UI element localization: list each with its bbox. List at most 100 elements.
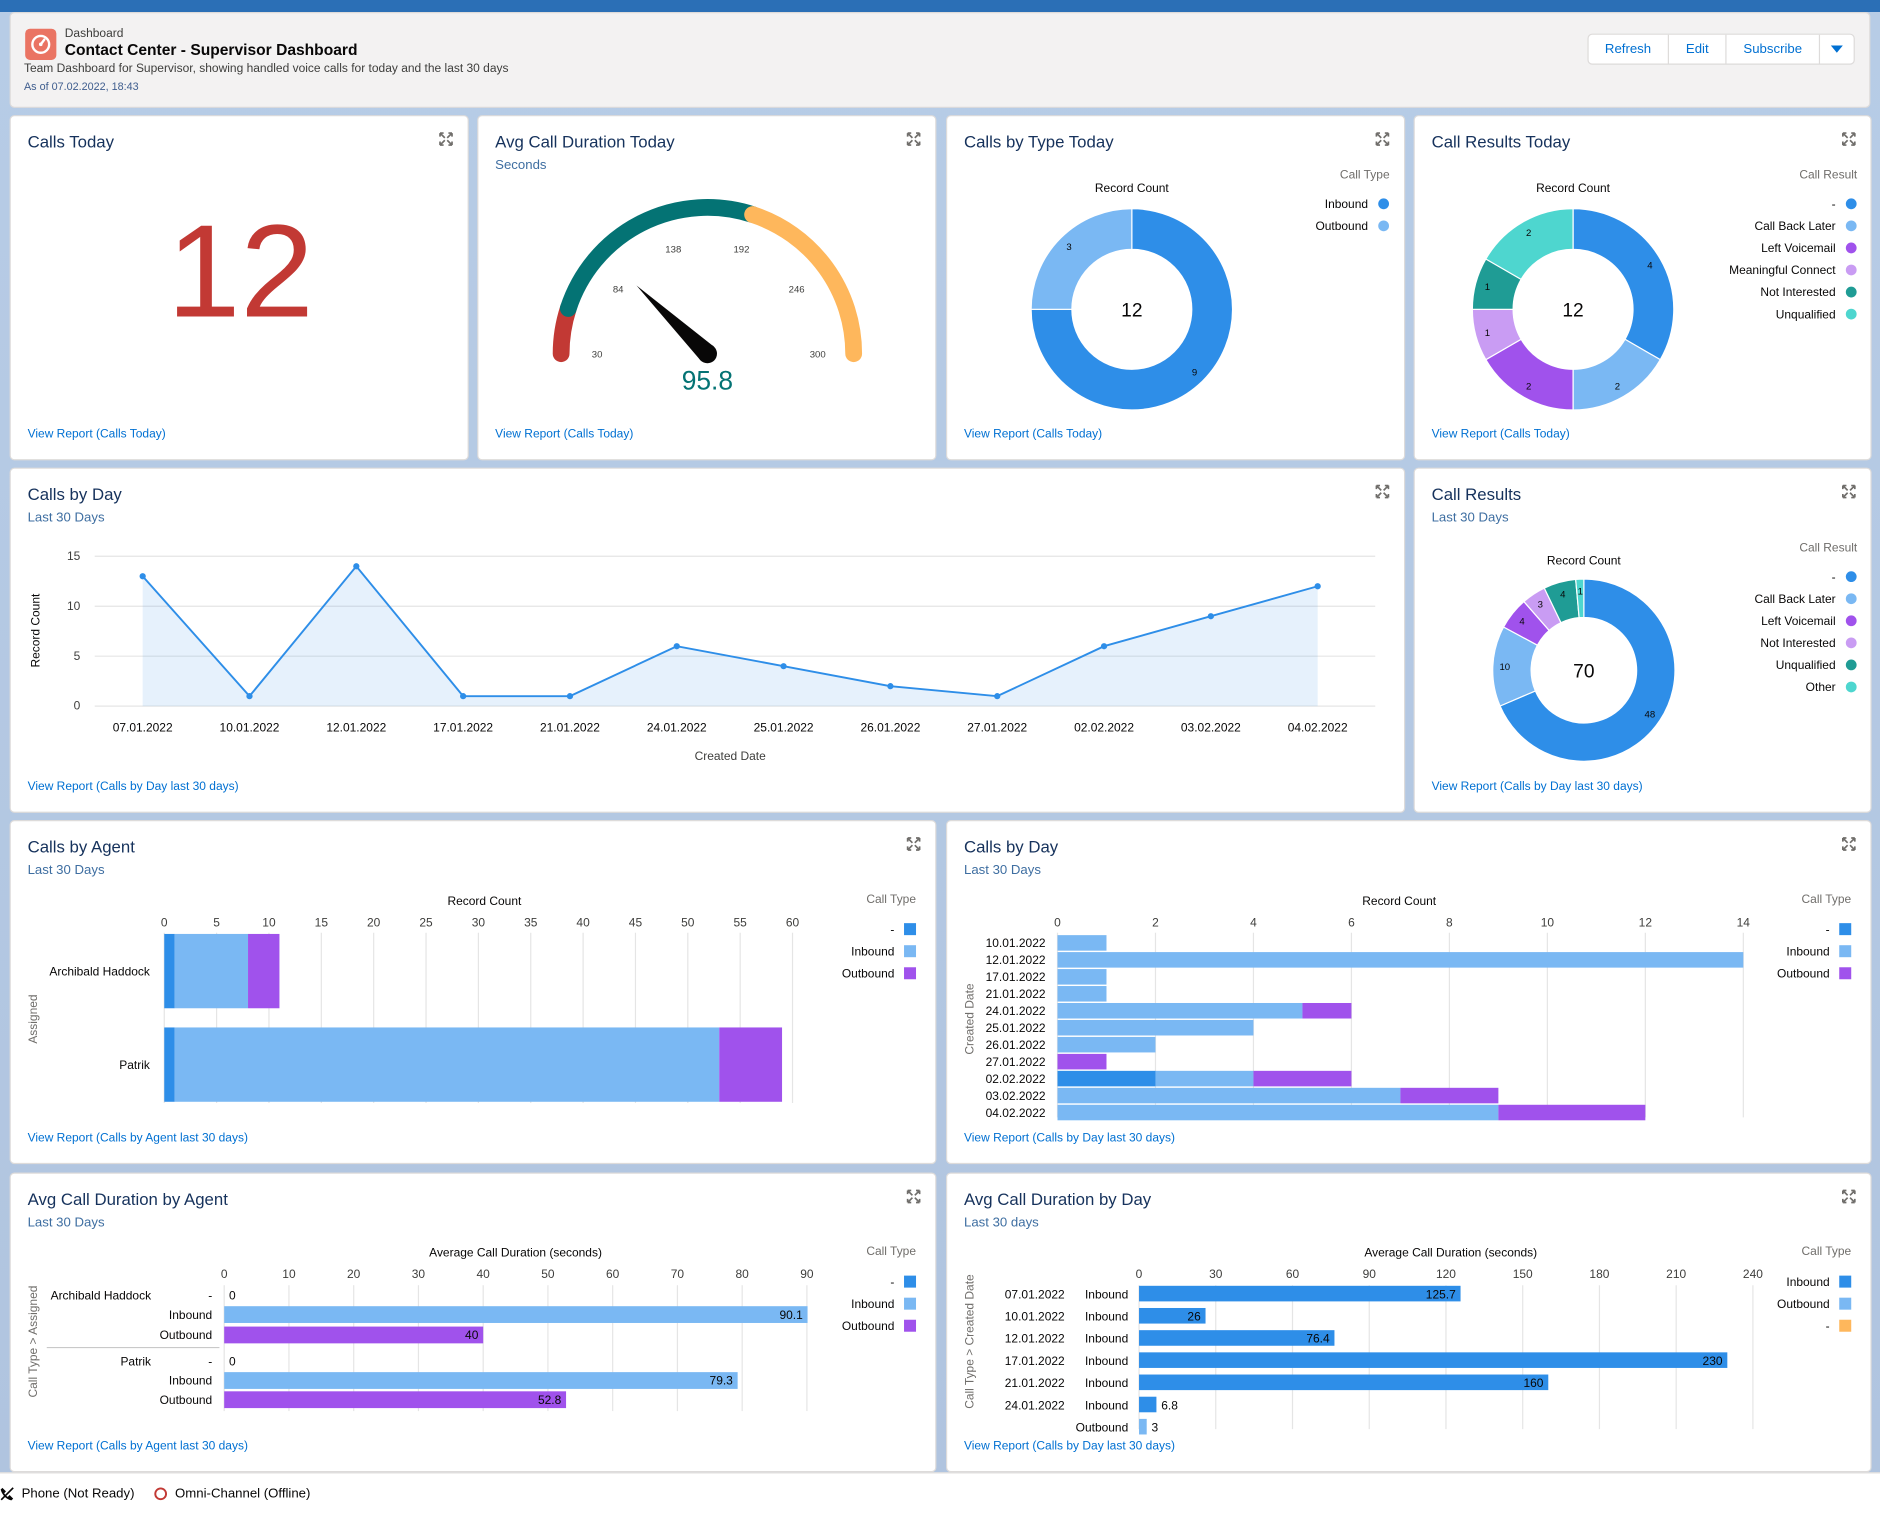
expand-icon[interactable] bbox=[1841, 837, 1856, 851]
legend-title: Call Type bbox=[1802, 892, 1852, 906]
legend-item-label: Inbound bbox=[1786, 944, 1829, 958]
x-tick-label: 60 bbox=[606, 1267, 620, 1281]
edit-button[interactable]: Edit bbox=[1669, 34, 1727, 64]
y-axis-label: Created Date bbox=[963, 983, 977, 1055]
donut-slice-label: 2 bbox=[1615, 382, 1620, 393]
x-tick-label: 35 bbox=[524, 916, 538, 930]
card-subtitle: Last 30 Days bbox=[27, 863, 105, 878]
y-category-label: 21.01.2022 bbox=[986, 987, 1046, 1001]
legend-swatch bbox=[1845, 220, 1857, 232]
donut-slice-label: 2 bbox=[1526, 228, 1531, 239]
x-tick-label: 25 bbox=[419, 916, 433, 930]
legend-item-label: Inbound bbox=[851, 1297, 894, 1311]
row-type-label: Inbound bbox=[169, 1308, 212, 1322]
row-type-label: Inbound bbox=[1085, 1287, 1128, 1301]
view-report-link[interactable]: View Report (Calls by Day last 30 days) bbox=[1431, 780, 1643, 794]
bar-segment bbox=[1057, 986, 1107, 1002]
expand-icon[interactable] bbox=[439, 132, 453, 146]
view-report-link[interactable]: View Report (Calls by Day last 30 days) bbox=[963, 1131, 1176, 1145]
legend-item-label: Other bbox=[1806, 680, 1836, 694]
bar-value-label: 40 bbox=[465, 1328, 479, 1342]
view-report-link[interactable]: View Report (Calls by Agent last 30 days… bbox=[27, 1439, 248, 1454]
expand-icon[interactable] bbox=[1375, 132, 1390, 146]
refresh-button[interactable]: Refresh bbox=[1588, 34, 1670, 64]
bar bbox=[1139, 1285, 1461, 1302]
bar-value-label: 230 bbox=[1703, 1354, 1723, 1368]
phone-status-label: Phone (Not Ready) bbox=[21, 1486, 135, 1502]
donut-slice-label: 1 bbox=[1485, 282, 1490, 293]
expand-icon[interactable] bbox=[906, 132, 921, 146]
donut-chart: Record Count 9 3 12 Call Type Inbound Outbound bbox=[1030, 168, 1390, 411]
expand-icon[interactable] bbox=[1841, 132, 1856, 146]
chevron-down-icon bbox=[1830, 45, 1843, 53]
view-report-link[interactable]: View Report (Calls Today) bbox=[495, 428, 634, 442]
x-tick-label: 04.02.2022 bbox=[1288, 720, 1348, 734]
legend-item-label: - bbox=[1832, 197, 1836, 211]
y-category-label: 27.01.2022 bbox=[986, 1055, 1046, 1069]
legend-item-label: Unqualified bbox=[1776, 307, 1836, 321]
expand-icon[interactable] bbox=[906, 837, 921, 851]
line-point bbox=[1207, 613, 1214, 620]
card-title: Calls by Day bbox=[27, 484, 122, 504]
group-label: 10.01.2022 bbox=[1005, 1310, 1065, 1324]
call-results-today-card: Call Results Today Record Count 4 2 2 1 1 2 12 C… bbox=[1413, 115, 1872, 461]
x-tick-label: 0 bbox=[161, 916, 168, 930]
x-tick-label: 0 bbox=[1136, 1267, 1143, 1281]
y-category-label: 02.02.2022 bbox=[986, 1072, 1046, 1086]
legend-swatch bbox=[904, 1275, 917, 1288]
header-button-group: Refresh Edit Subscribe bbox=[1586, 33, 1855, 65]
phone-status[interactable]: Phone (Not Ready) bbox=[0, 1487, 134, 1501]
line-point bbox=[780, 663, 787, 670]
expand-icon[interactable] bbox=[1841, 1189, 1856, 1204]
legend-item-label: - bbox=[1826, 1319, 1830, 1333]
y-category-label: 17.01.2022 bbox=[986, 970, 1046, 984]
bar-segment bbox=[1057, 1087, 1401, 1104]
view-report-link[interactable]: View Report (Calls Today) bbox=[1431, 428, 1570, 442]
bar bbox=[1139, 1352, 1728, 1368]
row-type-label: Inbound bbox=[1085, 1398, 1128, 1412]
bar-value-label: 125.7 bbox=[1426, 1287, 1456, 1301]
bar-value-label: 3 bbox=[1152, 1420, 1159, 1434]
donut-slice-label: 1 bbox=[1578, 587, 1583, 598]
card-title: Avg Call Duration Today bbox=[495, 131, 675, 152]
legend-item-label: Call Back Later bbox=[1754, 592, 1835, 606]
omni-channel-status[interactable]: Omni-Channel (Offline) bbox=[153, 1487, 310, 1501]
donut-slice-label: 4 bbox=[1560, 590, 1566, 601]
legend-item-label: Outbound bbox=[1777, 966, 1830, 980]
x-tick-label: 90 bbox=[1363, 1267, 1377, 1281]
view-report-link[interactable]: View Report (Calls by Agent last 30 days… bbox=[27, 1131, 248, 1145]
x-tick-label: 30 bbox=[1209, 1267, 1223, 1281]
stacked-bar-chart: Record Count 0 5 10 15 20 25 30 35 40 45 50 55 60 Arch… bbox=[26, 892, 917, 1103]
bar bbox=[224, 1372, 738, 1389]
y-category-label: Archibald Haddock bbox=[49, 964, 149, 978]
y-category-label: Patrik bbox=[119, 1058, 150, 1072]
legend-swatch bbox=[1839, 1297, 1852, 1310]
expand-icon[interactable] bbox=[906, 1189, 921, 1204]
card-title: Calls by Day bbox=[963, 836, 1059, 857]
view-report-link[interactable]: View Report (Calls Today) bbox=[27, 428, 166, 442]
legend-title: Call Result bbox=[1799, 540, 1858, 554]
donut-slice bbox=[1485, 208, 1574, 281]
donut-slice bbox=[1030, 208, 1234, 411]
bar-segment bbox=[1057, 1002, 1303, 1019]
legend-swatch bbox=[904, 945, 917, 958]
group-label: Patrik bbox=[120, 1355, 151, 1369]
x-tick-label: 80 bbox=[736, 1267, 750, 1281]
offline-status-icon bbox=[154, 1487, 168, 1501]
expand-icon[interactable] bbox=[1375, 484, 1390, 499]
legend-title: Call Type bbox=[866, 892, 916, 906]
subscribe-button[interactable]: Subscribe bbox=[1727, 34, 1821, 64]
bar bbox=[1139, 1374, 1549, 1391]
donut-slice bbox=[1575, 578, 1585, 619]
x-tick-label: 0 bbox=[1054, 916, 1061, 930]
bar-segment bbox=[1498, 1104, 1646, 1121]
view-report-link[interactable]: View Report (Calls by Day last 30 days) bbox=[27, 780, 239, 794]
y-category-label: 03.02.2022 bbox=[986, 1089, 1046, 1103]
view-report-link[interactable]: View Report (Calls Today) bbox=[963, 428, 1103, 442]
x-tick-label: 90 bbox=[800, 1267, 814, 1281]
expand-icon[interactable] bbox=[1841, 484, 1856, 499]
donut-center-total: 12 bbox=[1121, 301, 1142, 322]
view-report-link[interactable]: View Report (Calls by Day last 30 days) bbox=[963, 1439, 1176, 1454]
more-actions-button[interactable] bbox=[1820, 35, 1854, 64]
y-axis-label: Assigned bbox=[26, 994, 40, 1043]
